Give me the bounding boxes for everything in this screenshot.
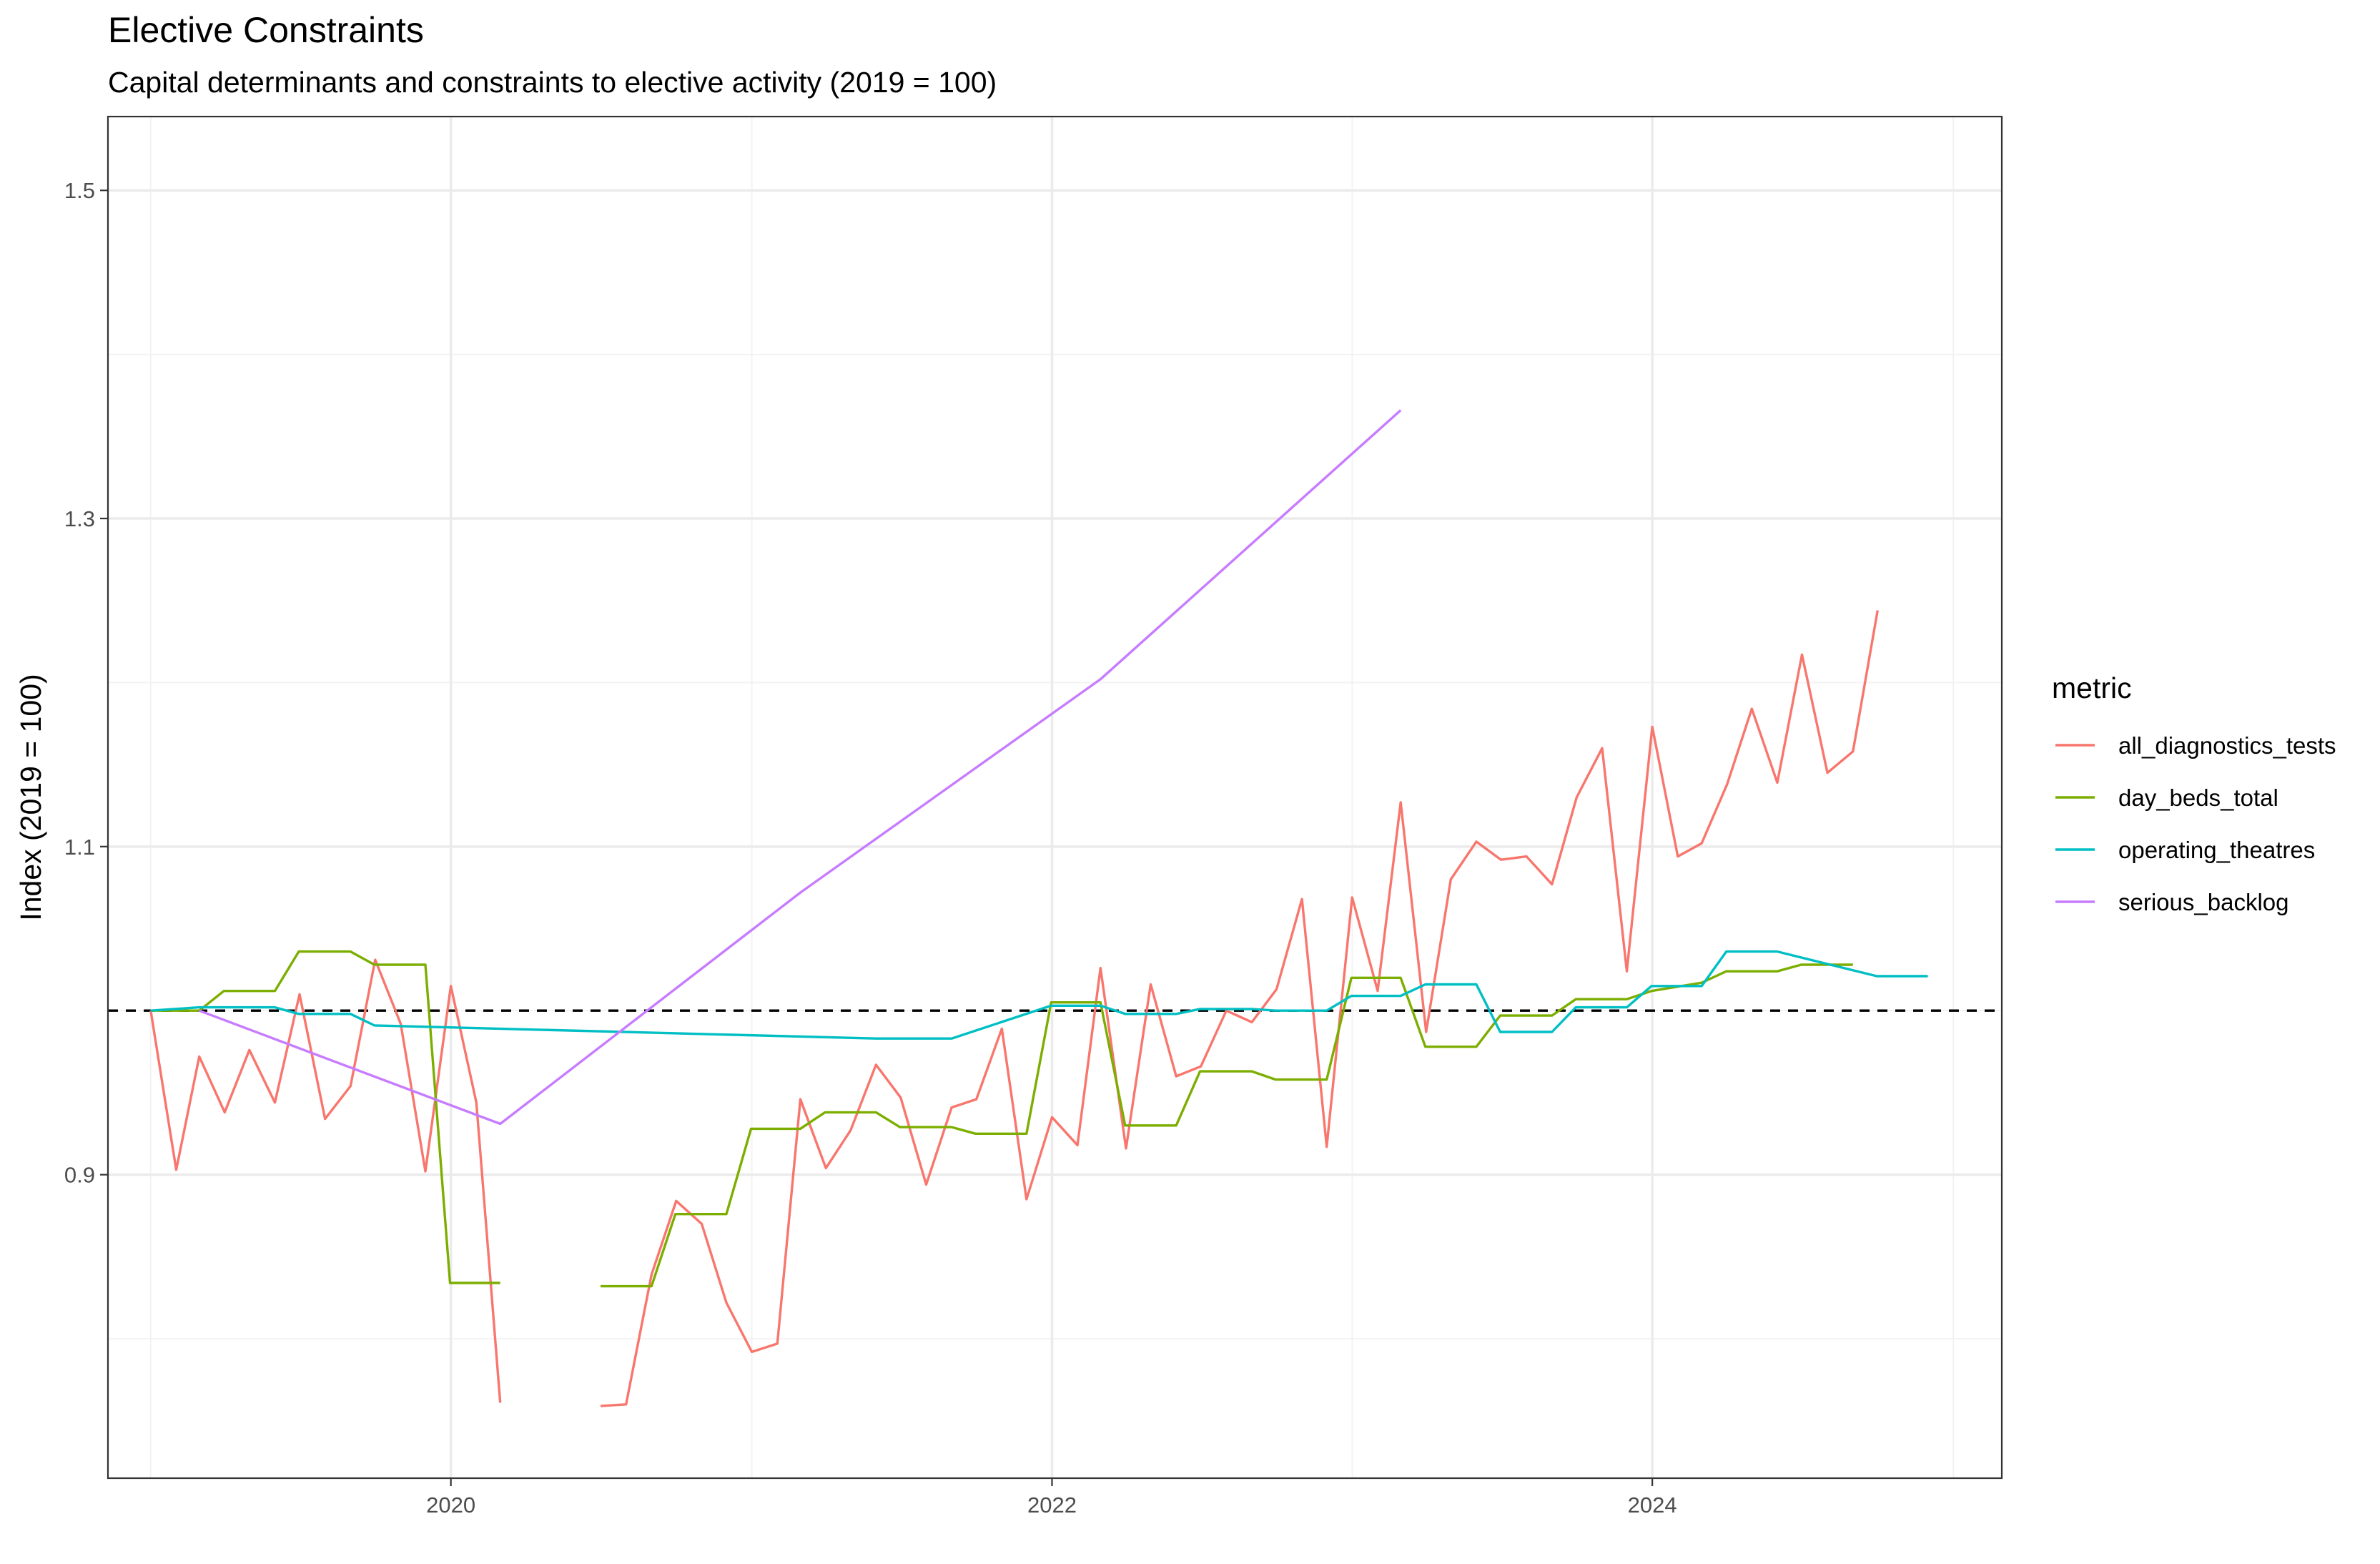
- series-day-beds-total: [150, 950, 1853, 1288]
- y-tick-label: 0.9: [64, 1163, 95, 1188]
- legend-item: all_diagnostics_tests: [2055, 732, 2336, 759]
- series-line-serious-backlog: [199, 409, 1402, 1126]
- legend-title: metric: [2052, 672, 2132, 704]
- series-line-operating-theatres: [150, 950, 1928, 1040]
- series-all-diagnostics-tests: [149, 610, 1879, 1407]
- legend-label: all_diagnostics_tests: [2118, 732, 2336, 759]
- y-axis-tick-labels: 0.9 1.1 1.3 1.5: [64, 178, 95, 1187]
- x-tick-label: 2022: [1027, 1492, 1077, 1518]
- legend: metric all_diagnostics_tests day_beds_tot…: [2052, 672, 2336, 915]
- x-tick-label: 2024: [1628, 1492, 1677, 1518]
- legend-label: serious_backlog: [2118, 889, 2288, 915]
- x-axis-tick-labels: 2020 2022 2024: [426, 1492, 1677, 1518]
- chart-title: Elective Constraints: [108, 10, 424, 50]
- legend-item: operating_theatres: [2055, 837, 2315, 863]
- series-layer: [149, 409, 1928, 1407]
- minor-gridlines: [108, 117, 2002, 1478]
- y-tick-label: 1.5: [64, 178, 95, 203]
- legend-label: operating_theatres: [2118, 837, 2315, 863]
- series-operating-theatres: [150, 950, 1928, 1040]
- axis-ticks: [100, 190, 1654, 1486]
- y-tick-label: 1.1: [64, 835, 95, 860]
- chart-subtitle: Capital determinants and constraints to …: [108, 66, 997, 99]
- series-line-all-diagnostics-tests: [149, 958, 502, 1403]
- plot-panel-border: [107, 115, 2003, 1480]
- series-line-day-beds-total: [150, 950, 500, 1284]
- y-tick-label: 1.3: [64, 506, 95, 531]
- y-axis-title: Index (2019 = 100): [14, 674, 47, 920]
- series-line-day-beds-total: [601, 963, 1853, 1288]
- series-line-all-diagnostics-tests: [600, 610, 1879, 1407]
- legend-item: serious_backlog: [2055, 889, 2288, 915]
- legend-item: day_beds_total: [2055, 785, 2278, 811]
- legend-items: all_diagnostics_tests day_beds_totalopera…: [2055, 732, 2336, 915]
- x-tick-label: 2020: [426, 1492, 475, 1518]
- legend-label: day_beds_total: [2118, 785, 2278, 811]
- series-serious-backlog: [199, 409, 1402, 1126]
- major-gridlines: [108, 117, 2002, 1478]
